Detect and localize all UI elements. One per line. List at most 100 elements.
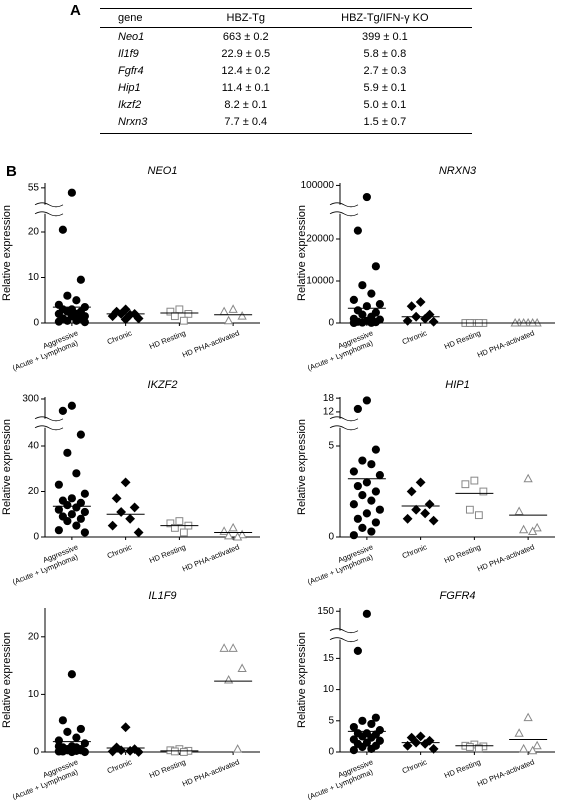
x-tick-label-line: HD Resting [443,542,482,565]
data-point [54,317,63,326]
data-point [362,396,371,405]
y-tick-label: 0 [33,747,39,758]
data-point [54,505,63,514]
data-point [76,514,85,523]
data-point [367,460,376,469]
data-point [223,315,234,325]
data-point [402,513,413,524]
data-point [375,505,384,514]
data-point [237,529,247,539]
data-point [358,456,367,465]
x-tick-label: Chronic [106,757,134,775]
data-point [133,747,144,757]
data-point [179,528,188,537]
data-point [527,526,538,536]
data-point [54,742,63,751]
data-point [518,524,529,534]
data-point [63,745,72,754]
axis-break [34,211,64,217]
data-point [76,430,85,439]
data-point [362,509,371,518]
x-tick-label: HD Resting [443,542,482,565]
x-tick-label: Aggressive(Acute + Lymphoma) [303,328,378,372]
y-tick-label: 300 [22,394,39,405]
data-point [54,526,63,535]
data-point [523,712,533,722]
data-point [465,505,474,514]
chart-title: HIP1 [445,379,469,391]
data-point [461,480,470,489]
x-tick-label: Aggressive(Acute + Lymphoma) [8,328,83,372]
data-point [58,716,67,725]
data-point [63,501,72,510]
table-cell: 8.2 ± 0.1 [224,98,268,111]
x-tick-label: Aggressive(Acute + Lymphoma) [8,757,83,800]
data-point [371,445,380,454]
data-point [523,473,533,483]
data-point [358,281,367,290]
y-tick-label: 0 [33,318,39,329]
data-point [371,487,380,496]
data-point [349,722,358,732]
data-point [353,481,362,491]
chart-title: IL1F9 [148,590,176,602]
table-body: Neo1 663 ± 0.2 399 ± 0.1 Il1f9 22.9 ± 0.5 5.8… [100,28,472,134]
y-tick-label: 12 [323,407,335,418]
x-tick-label-line: Chronic [401,542,429,560]
data-point [228,643,238,652]
data-point [54,480,63,489]
data-point [406,486,417,497]
table-cell: Fgfr4 [118,64,144,77]
y-tick-label: 10 [323,684,335,695]
data-point [80,507,89,517]
data-point [120,477,131,488]
data-point [76,275,85,284]
data-point [179,748,188,756]
data-point [63,727,72,736]
data-point [353,514,362,523]
data-point [367,289,376,298]
table-cell: 2.7 ± 0.3 [363,64,407,77]
data-point [367,733,376,742]
table-cell: 7.7 ± 0.4 [193,113,298,134]
data-point [166,307,175,316]
x-tick-label-line: HD Resting [148,542,187,565]
y-axis-label: Relative expression [296,205,308,301]
data-point [133,527,144,538]
x-tick-label-line: HD Resting [443,328,482,351]
data-point [470,476,479,485]
data-point [518,743,529,753]
data-point [125,513,136,524]
x-tick-label-line: Chronic [401,757,429,775]
data-point [72,521,81,530]
data-point [411,504,422,515]
x-tick-label: HD PHA-activated [181,542,241,573]
x-tick-label: HD Resting [443,328,482,351]
table-row: Il1f9 22.9 ± 0.5 5.8 ± 0.8 [100,45,472,62]
x-tick-label: Chronic [401,757,429,775]
table-row: Nrxn3 7.7 ± 0.4 1.5 ± 0.7 [100,113,472,134]
header-cell: HBZ-Tg [193,8,298,28]
data-point [63,516,72,526]
y-tick-label: 40 [28,441,40,452]
data-point [349,746,358,755]
data-point [170,312,179,321]
header-cell: HBZ-Tg/IFN-γ KO [297,8,472,28]
data-point [179,316,188,325]
data-point [428,316,439,327]
data-point [67,670,76,679]
data-point [371,518,380,527]
table-cell: Il1f9 [118,47,139,60]
data-point [358,742,367,752]
x-tick-label: HD Resting [443,757,482,780]
data-point [479,487,488,496]
data-point [72,743,81,752]
data-point [353,404,362,414]
data-point [527,745,538,755]
y-tick-label: 18 [323,393,335,404]
data-point [420,508,431,519]
data-point [76,724,85,734]
data-point [80,528,89,537]
y-axis-label: Relative expression [1,632,13,728]
y-tick-label: 0 [328,747,334,758]
